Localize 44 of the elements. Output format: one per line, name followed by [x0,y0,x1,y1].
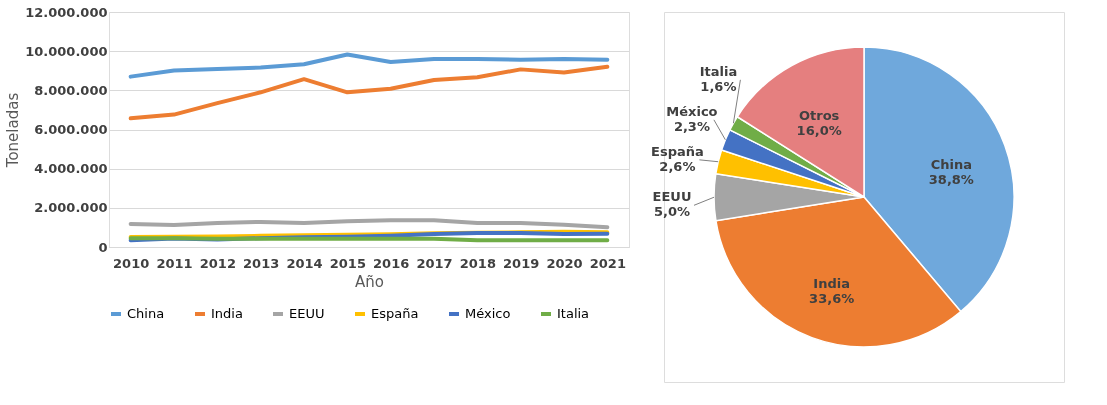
x-tick-label: 2020 [546,255,583,271]
x-tick-label: 2018 [459,255,496,271]
x-tick-label: 2016 [373,255,410,271]
x-tick-label: 2017 [416,255,453,271]
legend-label: México [465,306,511,321]
line-series [128,52,610,79]
x-tick-label: 2011 [156,255,193,271]
y-tick-label: 8.000.000 [34,82,108,98]
legend-label: EEUU [289,306,325,321]
data-label: 1,6% [700,78,737,94]
slice-label: China [930,157,972,173]
data-label: 38,8% [928,172,974,188]
slice-label: Italia [699,63,738,79]
slice-label: España [651,143,704,159]
y-tick-label: 0 [98,239,108,255]
slice-label: Otros [798,107,840,123]
data-label: 2,6% [659,158,696,174]
y-tick-label: 6.000.000 [34,122,108,137]
x-tick-label: 2010 [113,255,150,271]
legend-label: India [211,306,243,321]
y-axis-title: Toneladas [4,92,23,169]
slice-label: EEUU [652,189,692,205]
x-tick-label: 2012 [199,255,236,271]
x-axis-title: Año [355,272,384,291]
slice-label: India [813,276,850,292]
slice-label: México [666,103,718,119]
x-tick-label: 2015 [329,255,366,271]
data-label: 2,3% [673,118,710,134]
y-tick-label: 10.000.000 [25,43,108,59]
legend-label: China [127,306,165,321]
data-label: 5,0% [653,204,691,220]
y-tick-label: 4.000.000 [34,161,108,177]
x-tick-label: 2014 [286,255,323,271]
line-series [128,218,610,230]
x-tick-label: 2021 [589,255,626,271]
line-series [128,64,610,121]
legend-label: Italia [557,306,590,321]
legend-label: España [371,306,419,321]
y-tick-label: 2.000.000 [34,200,108,216]
x-tick-label: 2013 [243,255,280,271]
data-label: 33,6% [809,291,855,307]
data-label: 16,0% [796,122,842,138]
x-tick-label: 2019 [503,255,540,271]
y-tick-label: 12.000.000 [25,4,108,20]
